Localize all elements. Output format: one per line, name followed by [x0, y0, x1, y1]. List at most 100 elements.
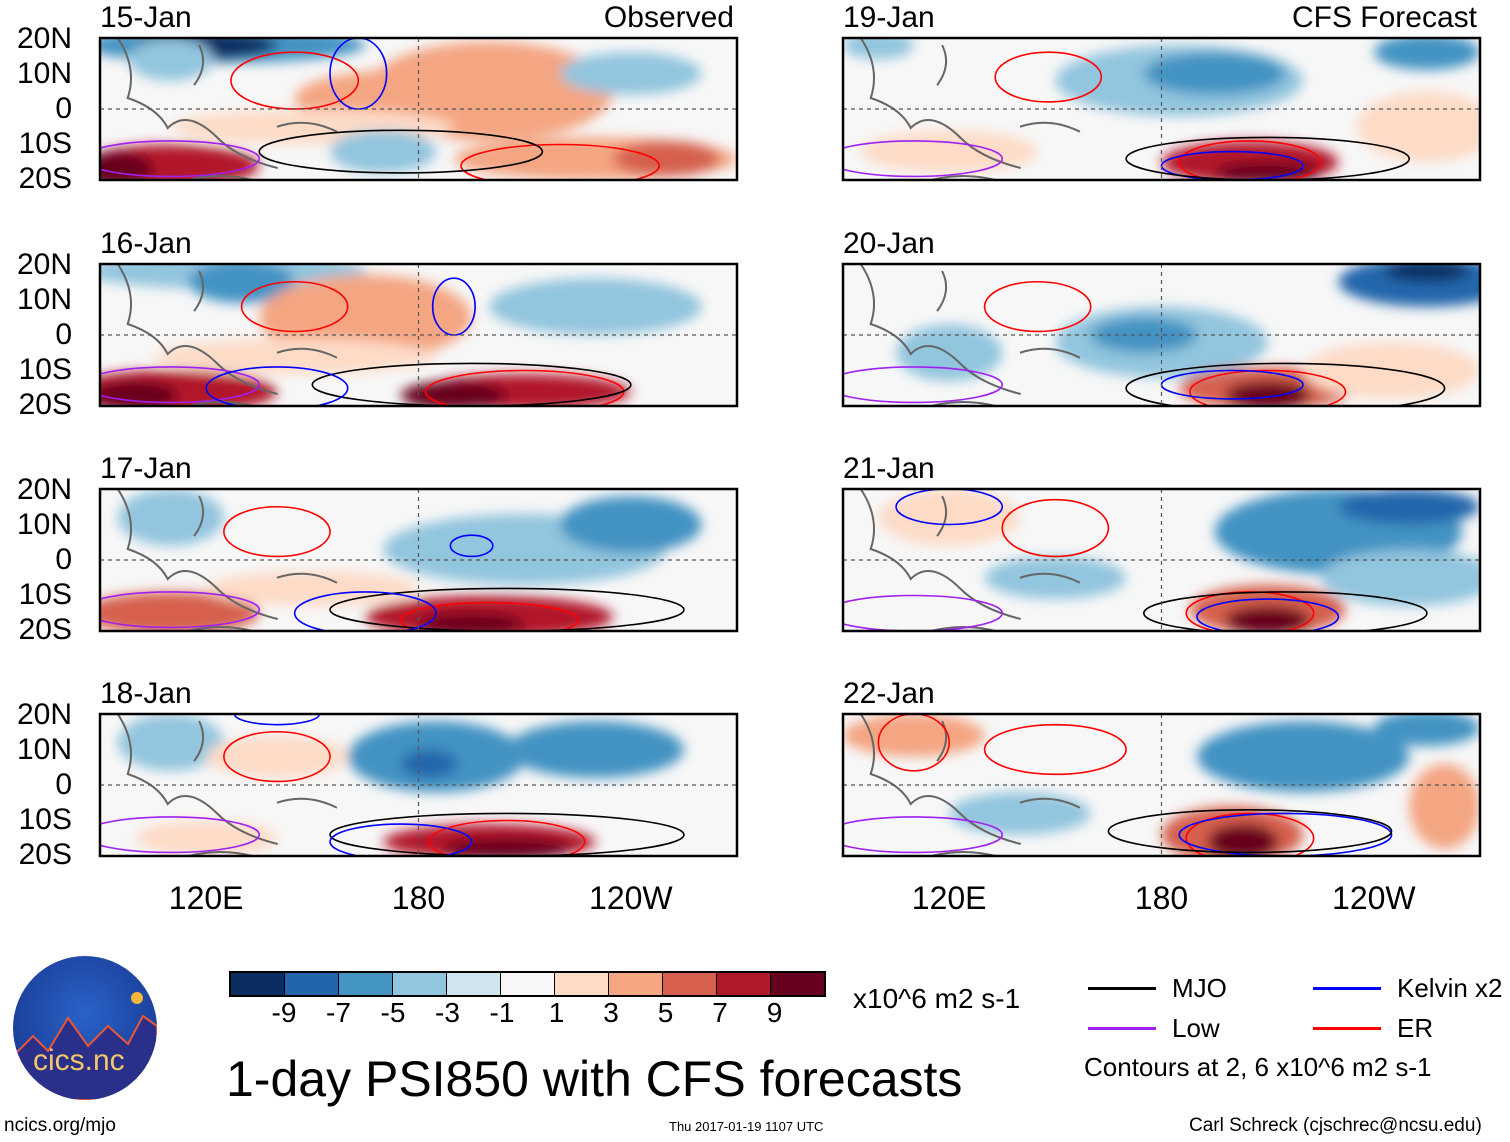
map-panel-19-Jan: [843, 38, 1480, 180]
lat-tick: 20S: [18, 613, 72, 646]
colorbar-swatch: [555, 973, 609, 995]
panel-frame: [841, 487, 1482, 633]
anomaly-shading: [100, 151, 154, 180]
wave-contour: [895, 489, 1004, 526]
lat-tick: 10N: [16, 733, 72, 766]
panel-date: 16-Jan: [100, 227, 192, 260]
anomaly-shading: [843, 38, 914, 60]
contour-note: Contours at 2, 6 x10^6 m2 s-1: [1084, 1052, 1432, 1082]
colorbar-swatch: [717, 973, 771, 995]
colorbar-tick: -5: [380, 997, 406, 1028]
lon-tick: 120E: [168, 880, 244, 916]
colorbar-tick: 1: [548, 997, 565, 1028]
anomaly-shading: [860, 130, 1038, 173]
lat-tick: 10S: [18, 803, 72, 836]
wave-contour: [329, 823, 473, 856]
wave-contour: [100, 140, 261, 178]
wave-contour: [100, 591, 261, 629]
wave-contour: [877, 714, 950, 772]
panel-date: 15-Jan: [100, 1, 192, 34]
anomaly-shading: [1225, 606, 1311, 631]
wave-contour: [1125, 362, 1446, 406]
wave-contour: [843, 140, 1004, 178]
colorbar-swatch: [393, 973, 447, 995]
anomaly-shading: [1207, 824, 1279, 856]
lat-tick: 20N: [16, 248, 72, 281]
anomaly-shading: [1320, 549, 1480, 607]
panel-frame: [98, 36, 739, 182]
anomaly-shading: [400, 749, 458, 778]
wave-contour: [329, 587, 685, 631]
colorbar-tick: 7: [712, 997, 728, 1028]
lat-tick: 10S: [18, 353, 72, 386]
panel-date: 18-Jan: [100, 677, 192, 710]
wave-contour: [449, 534, 494, 558]
colorbar-tick: -3: [435, 997, 460, 1028]
anomaly-shading: [506, 721, 684, 778]
lat-tick: 10N: [16, 283, 72, 316]
wave-contour: [329, 812, 685, 856]
wave-contour: [240, 280, 349, 333]
wave-contour: [233, 714, 321, 726]
legend-label: MJO: [1172, 973, 1227, 1003]
cics-logo: cics.nc: [13, 956, 157, 1100]
anomaly-shading: [1338, 489, 1480, 525]
colorbar-tick: 9: [766, 997, 783, 1028]
colorbar-swatch: [339, 973, 393, 995]
footer-author: Carl Schreck (cjschrec@ncsu.edu): [1189, 1115, 1482, 1136]
colorbar-swatch: [771, 973, 824, 995]
anomaly-shading: [1356, 91, 1480, 163]
coastline: [116, 264, 338, 406]
panel-date: 21-Jan: [843, 452, 935, 485]
map-panel-18-Jan: [100, 714, 737, 856]
wave-contour: [205, 366, 349, 406]
anomaly-shading: [330, 130, 437, 173]
anomaly-shading: [1225, 381, 1311, 406]
anomaly-shading: [560, 52, 702, 95]
legend-label: ER: [1397, 1013, 1434, 1043]
wave-contour: [100, 366, 261, 404]
anomaly-shading: [128, 38, 214, 81]
lat-tick: 10S: [18, 578, 72, 611]
colorbar-swatch: [663, 973, 717, 995]
lat-tick: 20S: [18, 838, 72, 871]
anomaly-shading: [188, 264, 295, 304]
colorbar-units: x10^6 m2 s-1: [853, 983, 1021, 1014]
colorbar: [229, 971, 826, 997]
wave-contour: [460, 143, 660, 180]
lat-tick: 0: [55, 318, 72, 351]
footer-url[interactable]: ncics.org/mjo: [4, 1115, 116, 1136]
lon-tick: 180: [1134, 880, 1189, 916]
coastline: [859, 714, 1081, 856]
anomaly-shading: [443, 838, 571, 856]
wave-contour: [843, 594, 1004, 631]
logo-text: cics.nc: [33, 1044, 125, 1077]
map-panel-21-Jan: [843, 489, 1480, 631]
legend-line-kelvin: [1313, 987, 1381, 990]
panel-frame: [841, 262, 1482, 408]
anomaly-shading: [117, 714, 224, 771]
colorbar-swatch: [609, 973, 663, 995]
anomaly-shading: [560, 496, 702, 553]
panel-date: 19-Jan: [843, 1, 935, 34]
anomaly-shading: [1143, 52, 1286, 95]
wave-contour: [1178, 140, 1322, 180]
colorbar-tick: -9: [271, 997, 297, 1028]
panel-frame: [98, 487, 739, 633]
map-panel-15-Jan: [100, 38, 737, 180]
anomaly-shading: [489, 278, 702, 335]
map-panel-20-Jan: [843, 264, 1480, 406]
anomaly-shading: [418, 613, 525, 631]
colorbar-swatch: [447, 973, 501, 995]
coastline: [859, 264, 1081, 406]
coastline: [116, 714, 338, 856]
figure-title: 1-day PSI850 with CFS forecasts: [226, 1051, 963, 1107]
lon-tick: 120E: [911, 880, 987, 916]
wave-contour: [223, 505, 331, 558]
panel-label: CFS Forecast: [1291, 1, 1477, 34]
wave-contour: [1185, 812, 1315, 856]
lat-tick: 10N: [16, 57, 72, 90]
wave-contour: [1001, 498, 1110, 558]
anomaly-shading: [100, 591, 260, 631]
panel-label: Observed: [603, 1, 734, 34]
